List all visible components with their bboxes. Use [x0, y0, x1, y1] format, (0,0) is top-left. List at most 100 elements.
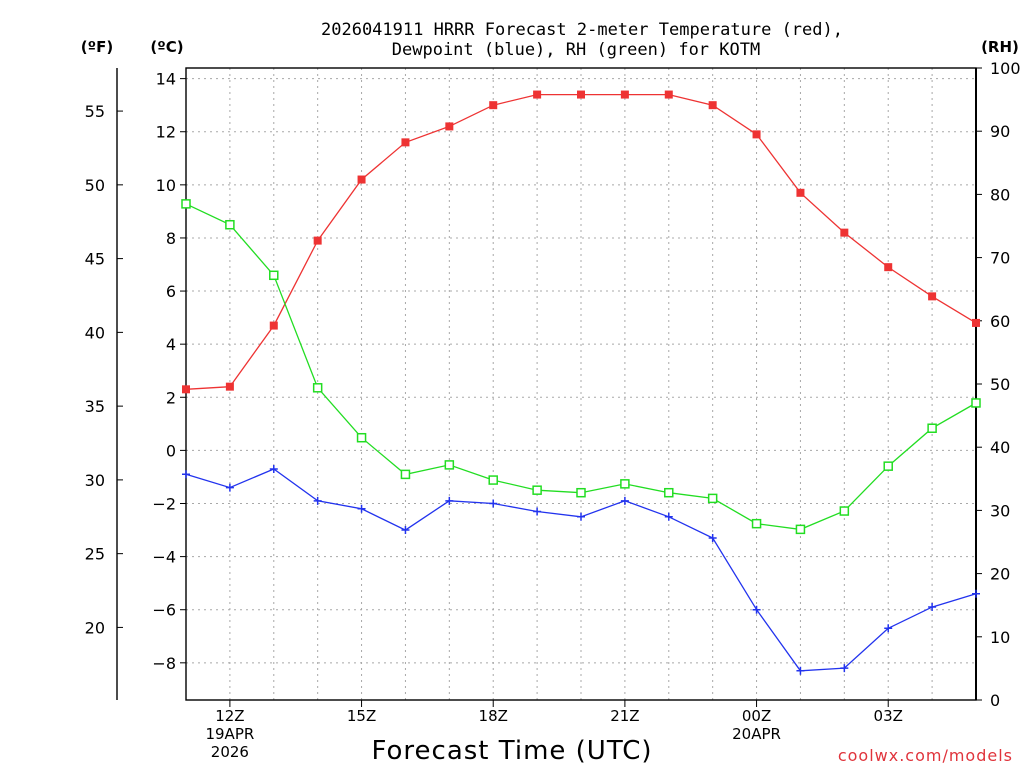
dewpoint-point	[620, 496, 629, 505]
axes: 14121086420−2−4−6−8555045403530252010090…	[85, 59, 1021, 761]
dewpoint-point	[796, 666, 805, 675]
fahrenheit-tick-label: 50	[85, 176, 105, 195]
temperature-point	[225, 382, 234, 391]
x-tick-label: 21Z	[610, 707, 639, 725]
fahrenheit-tick-label: 55	[85, 102, 105, 121]
celsius-tick-label: −4	[152, 548, 176, 567]
rh-tick-label: 10	[990, 628, 1010, 647]
fahrenheit-tick-label: 25	[85, 545, 105, 564]
dewpoint-point	[928, 603, 937, 612]
celsius-tick-label: −2	[152, 494, 176, 513]
celsius-tick-label: 0	[166, 441, 176, 460]
x-tick-label: 00Z	[742, 707, 771, 725]
temperature-point	[664, 90, 673, 99]
grid-lines	[186, 68, 976, 700]
fahrenheit-tick-label: 30	[85, 471, 105, 490]
temperature-point	[620, 90, 629, 99]
celsius-tick-label: 12	[156, 123, 176, 142]
credit-text: coolwx.com/models	[838, 746, 1013, 765]
rh-point	[707, 493, 718, 504]
dewpoint-point	[269, 464, 278, 473]
fahrenheit-tick-label: 20	[85, 618, 105, 637]
dewpoint-point	[840, 664, 849, 673]
x-tick-label: 15Z	[347, 707, 376, 725]
rh-tick-label: 20	[990, 565, 1010, 584]
rh-point	[488, 475, 498, 485]
dewpoint-point	[445, 496, 454, 505]
rh-tick-label: 60	[990, 312, 1010, 331]
temperature-point	[752, 130, 761, 139]
dewpoint-point	[489, 499, 498, 508]
rh-tick-label: 70	[990, 249, 1010, 268]
dewpoint-point	[313, 496, 322, 505]
rh-tick-label: 50	[990, 375, 1010, 394]
rh-point	[576, 487, 586, 498]
rh-point	[664, 487, 674, 498]
plot-frame	[185, 67, 977, 701]
data-series	[181, 90, 981, 675]
rh-tick-label: 90	[990, 122, 1010, 141]
dewpoint-point	[401, 526, 410, 535]
dewpoint-point	[182, 470, 190, 479]
x-tick-label: 20APR	[732, 725, 781, 743]
dewpoint-point	[752, 605, 761, 614]
rh-point	[444, 460, 455, 470]
dewpoint-point	[533, 507, 542, 516]
rh-point	[620, 479, 630, 489]
rh-tick-label: 30	[990, 501, 1010, 520]
rh-point	[927, 423, 937, 433]
rh-point	[971, 398, 981, 408]
rh-point	[269, 270, 279, 281]
x-tick-label: 12Z	[215, 707, 244, 725]
temperature-point	[928, 292, 937, 301]
celsius-tick-label: −8	[152, 654, 176, 673]
fahrenheit-unit-label: (ºF)	[81, 38, 113, 56]
temperature-point	[708, 101, 717, 110]
rh-point	[181, 199, 191, 209]
temperature-point	[313, 236, 322, 245]
x-axis-label: Forecast Time (UTC)	[371, 736, 652, 766]
dewpoint-point	[225, 483, 234, 492]
rh-tick-label: 0	[990, 691, 1000, 710]
rh-point	[839, 506, 850, 516]
temperature-point	[269, 321, 278, 330]
temperature-point	[796, 188, 805, 197]
temperature-point	[533, 90, 542, 99]
rh-point	[883, 461, 893, 471]
dewpoint-point	[708, 534, 717, 543]
temperature-point	[972, 318, 980, 327]
rh-unit-label: (RH)	[981, 38, 1019, 56]
dewpoint-line	[185, 468, 977, 672]
dewpoint-point	[577, 512, 585, 521]
x-tick-label: 18Z	[479, 707, 508, 725]
temperature-point	[401, 138, 410, 147]
chart-title-line-1: 2026041911 HRRR Forecast 2-meter Tempera…	[321, 20, 843, 40]
rh-point	[356, 432, 367, 443]
temperature-point	[489, 101, 498, 110]
celsius-tick-label: 10	[156, 176, 176, 195]
temperature-point	[357, 175, 366, 184]
fahrenheit-tick-label: 45	[85, 250, 105, 269]
dewpoint-point	[972, 589, 980, 598]
rh-point	[400, 469, 411, 480]
chart-title-line-2: Dewpoint (blue), RH (green) for KOTM	[392, 40, 760, 60]
temperature-point	[445, 122, 454, 131]
fahrenheit-tick-label: 35	[85, 397, 105, 416]
x-tick-label: 19APR	[205, 725, 254, 743]
rh-tick-label: 80	[990, 185, 1010, 204]
rh-line	[185, 203, 977, 531]
dewpoint-point	[357, 504, 366, 513]
celsius-tick-label: −6	[152, 601, 176, 620]
rh-point	[225, 219, 235, 230]
temperature-point	[840, 228, 849, 237]
temperature-point	[577, 90, 585, 99]
x-tick-label: 2026	[211, 743, 249, 761]
rh-point	[312, 383, 323, 393]
rh-point	[532, 485, 542, 495]
celsius-unit-label: (ºC)	[150, 38, 183, 56]
celsius-tick-label: 2	[166, 388, 176, 407]
rh-point	[795, 524, 806, 535]
temperature-point	[884, 263, 893, 272]
dewpoint-point	[884, 624, 893, 633]
